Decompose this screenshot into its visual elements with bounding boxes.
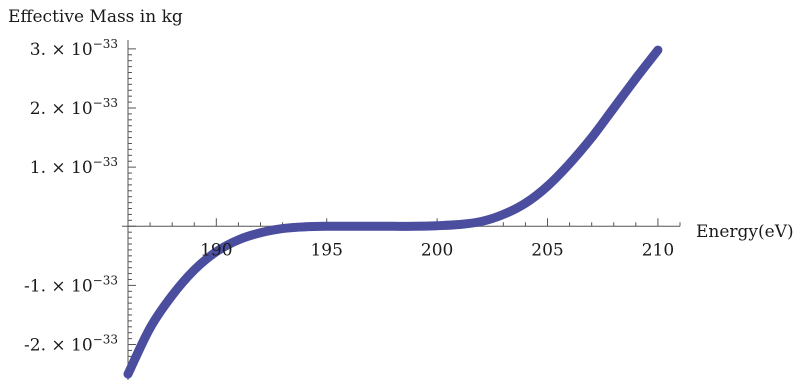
series-line — [123, 45, 663, 379]
y-tick-label: 2. × 10−33 — [30, 96, 118, 119]
y-tick-label: 3. × 10−33 — [30, 37, 118, 60]
x-axis-title: Energy(eV) — [696, 222, 794, 242]
x-tick-label: 190 — [200, 240, 232, 260]
axis-ticks — [127, 48, 681, 375]
x-tick-labels: 190 195 200 205 210 — [200, 240, 674, 260]
x-tick-label: 205 — [531, 240, 563, 260]
x-tick-label: 195 — [310, 240, 342, 260]
x-tick-label: 200 — [421, 240, 453, 260]
y-tick-labels: 3. × 10−33 2. × 10−33 1. × 10−33 -1. × 10−3… — [24, 37, 118, 356]
y-tick-label: 1. × 10−33 — [30, 155, 118, 178]
y-axis-title: Effective Mass in kg — [8, 7, 183, 27]
y-tick-label: -2. × 10−33 — [24, 333, 118, 356]
y-tick-label: -1. × 10−33 — [24, 273, 118, 296]
x-tick-label: 210 — [642, 240, 674, 260]
